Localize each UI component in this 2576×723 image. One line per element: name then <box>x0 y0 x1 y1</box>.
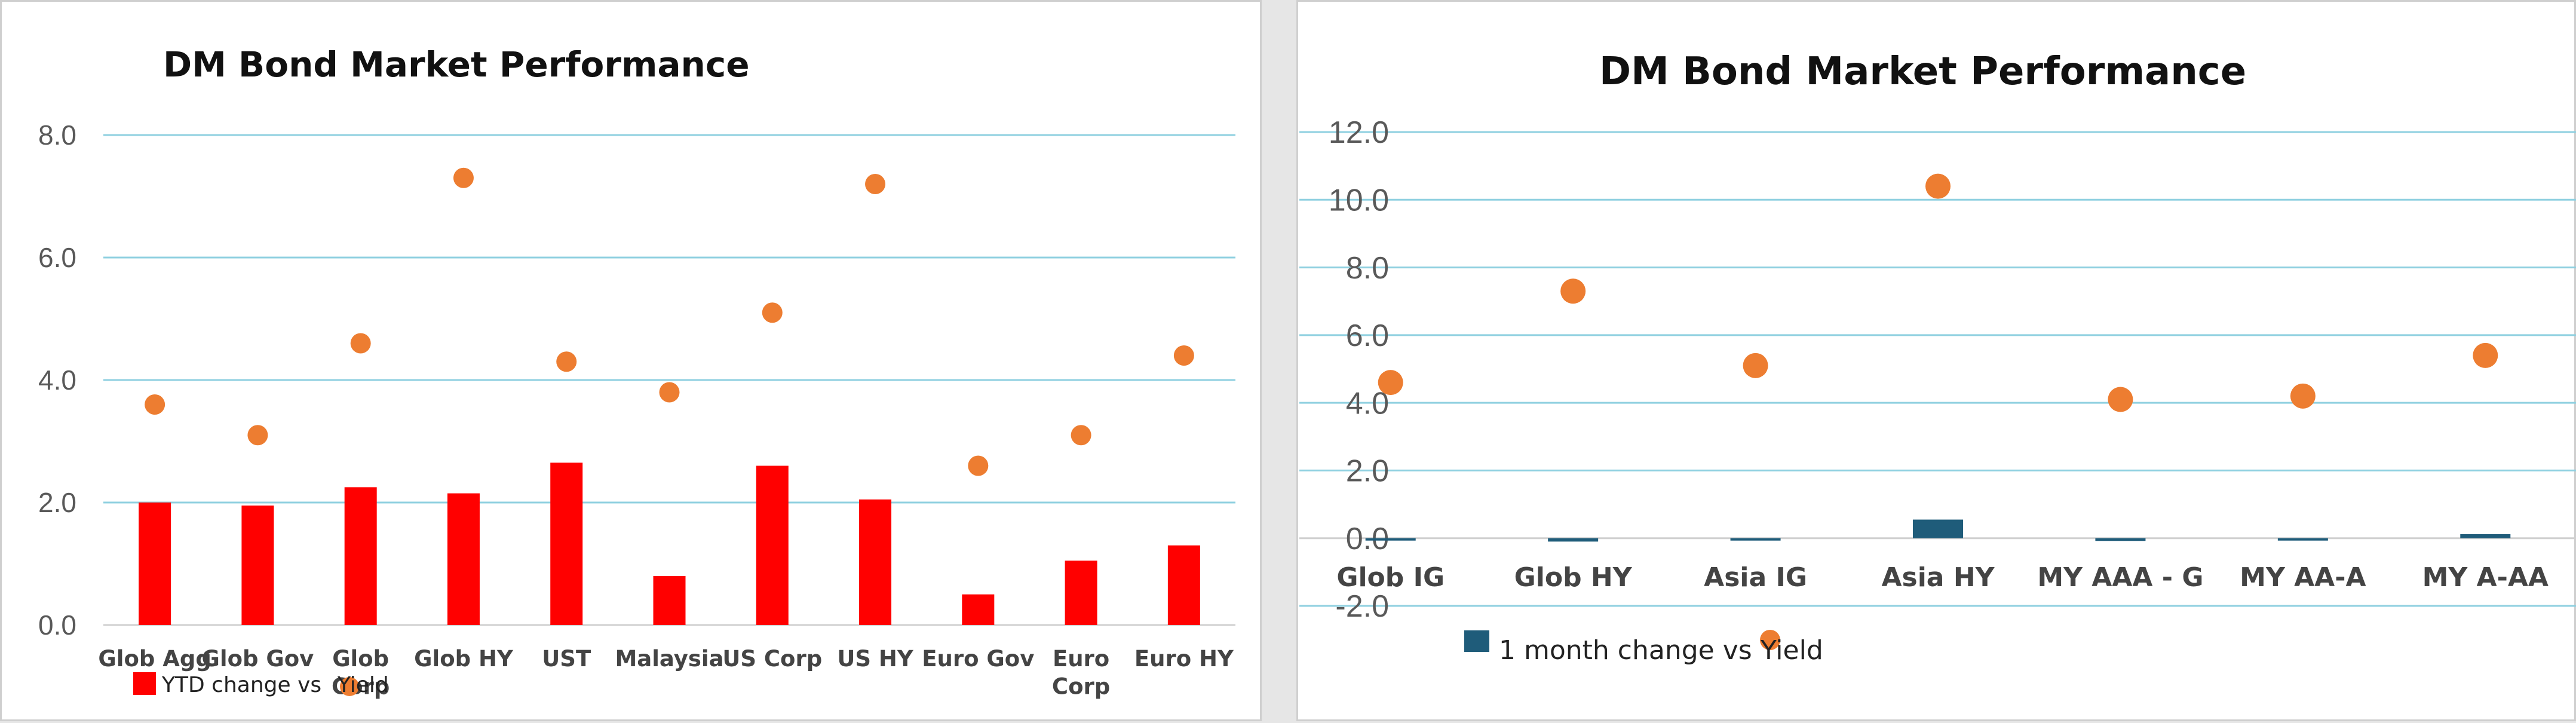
left-bar <box>962 594 995 625</box>
right-yield-point <box>1743 353 1768 378</box>
right-y-tick-label: 8.0 <box>1346 251 1389 286</box>
right-bar <box>1913 519 1963 538</box>
left-bar <box>653 576 686 625</box>
right-bar <box>1365 538 1416 541</box>
left-y-tick-label: 8.0 <box>38 120 76 151</box>
left-yield-point <box>865 174 886 194</box>
left-legend-dot-label: Yield <box>337 673 389 697</box>
left-yield-point <box>762 302 783 323</box>
left-yield-point <box>1071 425 1091 446</box>
right-bar-series <box>1365 519 2511 542</box>
right-yield-point <box>1378 370 1403 396</box>
left-yield-point <box>968 455 989 476</box>
right-legend-bar-swatch <box>1464 630 1489 652</box>
left-yield-point <box>659 382 680 403</box>
left-bar <box>139 503 171 625</box>
left-category-label: Glob Corp <box>332 646 390 699</box>
left-category-label: US Corp <box>722 646 822 672</box>
left-y-axis-ticks: 0.0 2.0 4.0 6.0 8.0 <box>38 120 76 641</box>
right-yield-point <box>1560 278 1586 304</box>
right-y-tick-label: 2.0 <box>1346 454 1389 489</box>
right-yield-point <box>2290 383 2316 409</box>
left-bar <box>1167 545 1200 625</box>
left-legend-bar-label: YTD change vs <box>161 673 321 697</box>
left-y-tick-label: 0.0 <box>38 609 76 641</box>
right-bar <box>2460 534 2511 538</box>
right-legend-bar-label: 1 month change vs <box>1499 635 1752 666</box>
left-bar <box>344 487 377 625</box>
left-category-label: Glob Agg <box>98 646 211 672</box>
right-y-tick-label: 12.0 <box>1329 115 1389 150</box>
right-bar <box>2095 538 2146 541</box>
right-category-label: MY A-AA <box>2422 562 2549 593</box>
left-y-tick-label: 2.0 <box>38 487 76 518</box>
left-category-label: Euro HY <box>1134 646 1234 672</box>
right-y-tick-label: 4.0 <box>1346 386 1389 421</box>
right-yield-series <box>1378 173 2498 412</box>
left-bar <box>859 499 892 625</box>
right-y-axis-ticks: -2.00.02.04.06.08.010.012.0 <box>1329 115 1389 624</box>
right-y-tick-label: 10.0 <box>1329 183 1389 217</box>
left-yield-point <box>247 425 268 446</box>
right-category-label: Asia HY <box>1881 562 1995 593</box>
left-bar <box>241 506 274 625</box>
left-yield-point <box>556 351 577 372</box>
right-yield-point <box>1925 173 1951 199</box>
right-chart-panel: DM Bond Market Performance -2.0 0.0 2.0 4.0… <box>1296 0 2576 721</box>
left-bar <box>1065 560 1097 625</box>
left-legend: YTD change vs Yield <box>133 672 389 697</box>
left-y-tick-label: 6.0 <box>38 242 76 273</box>
left-yield-point <box>453 167 474 188</box>
left-category-label: Malaysia <box>615 646 723 672</box>
left-bar <box>447 493 480 625</box>
left-yield-series <box>145 167 1194 476</box>
right-yield-point <box>2473 342 2498 368</box>
right-legend-dot-label: Yield <box>1760 635 1823 666</box>
left-category-label: UST <box>542 646 591 672</box>
right-y-tick-label: 6.0 <box>1346 318 1389 353</box>
left-bar <box>756 465 789 625</box>
left-category-label: Euro Gov <box>922 646 1034 672</box>
left-category-label: Glob HY <box>414 646 514 672</box>
right-bar <box>1548 538 1599 542</box>
right-yield-point <box>2108 387 2133 412</box>
right-bar <box>2277 538 2328 541</box>
left-category-label: US HY <box>837 646 914 672</box>
right-legend: 1 month change vs Yield <box>1464 630 1823 666</box>
right-chart-title: DM Bond Market Performance <box>1599 50 2246 94</box>
left-category-label: Euro Corp <box>1052 646 1110 699</box>
left-y-tick-label: 4.0 <box>38 364 76 396</box>
right-category-labels: Glob IG Glob HY Asia IG Asia HY MY AAA - G MY… <box>1336 562 2549 593</box>
right-category-label: MY AAA - G <box>2037 562 2203 593</box>
left-category-label: Glob Gov <box>202 646 314 672</box>
left-bar-series <box>139 462 1200 625</box>
right-bar <box>1730 538 1781 541</box>
right-category-label: MY AA-A <box>2240 562 2366 593</box>
left-chart-title: DM Bond Market Performance <box>163 44 750 85</box>
left-legend-bar-swatch <box>133 672 156 695</box>
right-legend-dot-swatch <box>1760 630 1780 650</box>
left-legend-dot-swatch <box>340 677 359 696</box>
right-category-label: Asia IG <box>1704 562 1807 593</box>
left-chart: DM Bond Market Performance 0.0 2.0 4.0 6.0 8… <box>38 44 1235 699</box>
left-chart-panel: DM Bond Market Performance 0.0 2.0 4.0 6.0 8… <box>0 0 1262 721</box>
left-gridlines <box>103 134 1235 626</box>
right-chart: DM Bond Market Performance -2.00.02.04.0… <box>1299 50 2576 666</box>
left-yield-point <box>145 394 165 415</box>
right-gridlines <box>1299 131 2576 607</box>
left-yield-point <box>350 333 371 354</box>
left-bar <box>550 462 583 625</box>
right-y-tick-label: -2.0 <box>1335 589 1389 624</box>
right-category-label: Glob HY <box>1514 562 1633 593</box>
right-category-label: Glob IG <box>1336 562 1445 593</box>
left-yield-point <box>1173 345 1194 366</box>
